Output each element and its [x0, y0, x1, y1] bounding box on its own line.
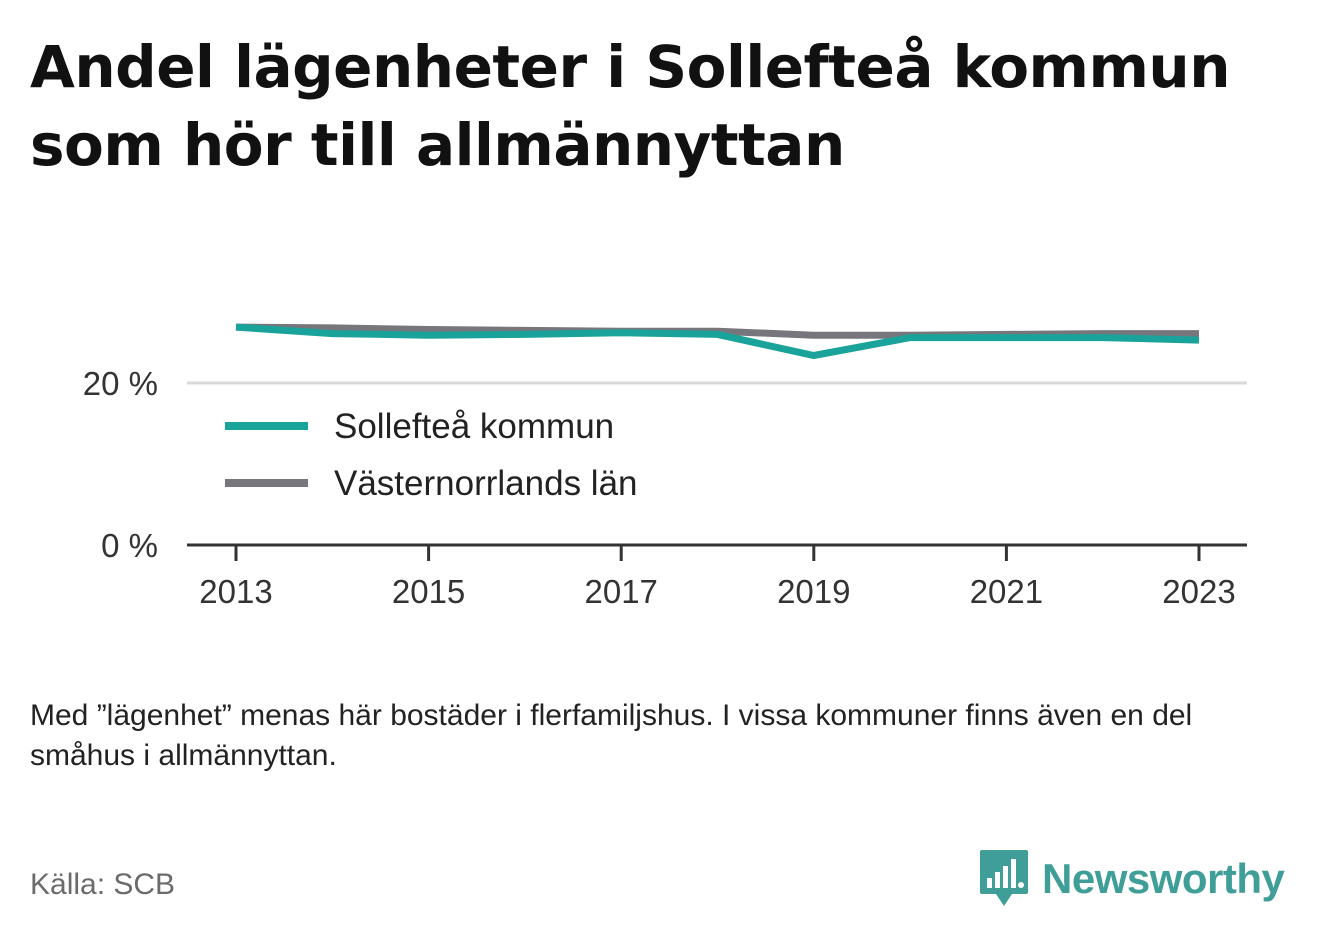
brand-name: Newsworthy [1042, 855, 1285, 902]
chart-note: Med ”lägenhet” menas här bostäder i fler… [30, 699, 1193, 772]
line-chart: 0 % 20 % 2013 2015 2017 2019 2021 2023 Solleft… [83, 323, 1247, 610]
y-tick-label: 20 % [83, 365, 158, 402]
x-tick-label: 2013 [199, 573, 272, 610]
x-tick-label: 2019 [777, 573, 850, 610]
legend-label: Sollefteå kommun [334, 407, 614, 446]
y-tick-label: 0 % [101, 527, 158, 564]
series-lines [235, 323, 1200, 360]
newsworthy-logo: Newsworthy [978, 848, 1285, 910]
series-line-0 [235, 323, 1200, 360]
chart-title: Andel lägenheter i Sollefteå kommun som … [30, 33, 1231, 179]
legend-label: Västernorrlands län [334, 464, 638, 503]
x-axis-ticks: 2013 2015 2017 2019 2021 2023 [199, 545, 1236, 610]
legend-item-sollefteå: Sollefteå kommun [225, 407, 614, 446]
y-axis-ticks: 0 % 20 % [83, 365, 158, 564]
x-tick-label: 2021 [970, 573, 1043, 610]
source-label: Källa: SCB [30, 868, 176, 901]
x-tick-label: 2023 [1162, 573, 1235, 610]
x-tick-label: 2015 [392, 573, 465, 610]
legend-item-västernorrland: Västernorrlands län [225, 464, 638, 503]
bar-chart-speech-bubble-icon [980, 850, 1028, 906]
x-tick-label: 2017 [584, 573, 657, 610]
legend: Sollefteå kommun Västernorrlands län [225, 407, 638, 503]
